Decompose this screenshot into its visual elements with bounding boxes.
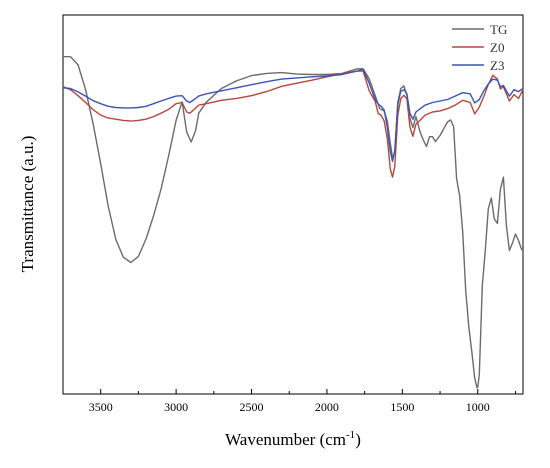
- series-layer: [62, 56, 524, 389]
- legend-label-z0: Z0: [490, 40, 504, 55]
- y-axis-title: Transmittance (a.u.): [18, 136, 37, 273]
- plot-frame: [62, 14, 524, 395]
- legend-label-tg: TG: [490, 22, 507, 37]
- x-tick-label-3500: 3500: [89, 400, 113, 414]
- series-line-z3: [62, 68, 524, 162]
- x-tick-label-2500: 2500: [240, 400, 264, 414]
- x-axis-title: Wavenumber (cm-1): [225, 429, 361, 449]
- x-axis-title-close: ): [355, 430, 361, 449]
- x-tick-label-2000: 2000: [315, 400, 339, 414]
- x-tick-label-3000: 3000: [164, 400, 188, 414]
- series-line-z0: [62, 70, 524, 178]
- x-tick-label-1500: 1500: [390, 400, 414, 414]
- x-axis-title-superscript: -1: [346, 429, 355, 441]
- x-axis: 3500 3000 2500 2000 1500 1000: [62, 389, 516, 414]
- plot-area: [62, 14, 524, 395]
- x-tick-label-1000: 1000: [466, 400, 490, 414]
- legend: TG Z0 Z3: [452, 22, 507, 73]
- x-axis-title-main: Wavenumber (cm: [225, 430, 346, 449]
- legend-label-z3: Z3: [490, 58, 504, 73]
